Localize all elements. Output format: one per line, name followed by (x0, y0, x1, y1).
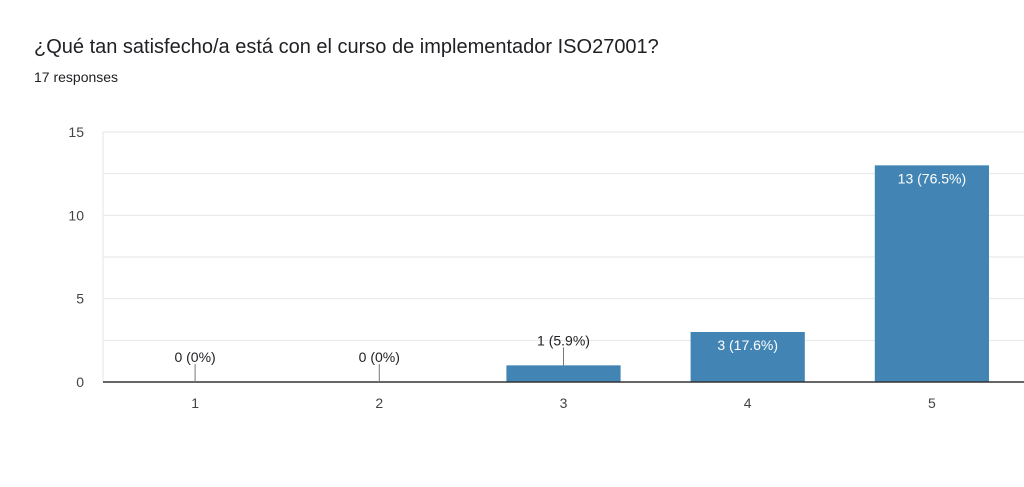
data-label: 13 (76.5%) (898, 170, 966, 186)
bar (506, 365, 621, 382)
x-tick-label: 1 (191, 395, 199, 411)
data-label: 1 (5.9%) (537, 332, 590, 348)
data-labels: 0 (0%) 0 (0%) 1 (5.9%) 3 (17.6%) 13 (76.5%) (174, 170, 966, 382)
y-tick-label: 5 (76, 291, 84, 307)
data-label: 0 (0%) (174, 349, 215, 365)
bar (874, 165, 990, 382)
y-tick-label: 10 (68, 207, 84, 223)
x-axis-ticks: 1 2 3 4 5 (191, 395, 936, 411)
x-tick-label: 2 (375, 395, 383, 411)
y-tick-label: 0 (76, 374, 84, 390)
bar (690, 332, 805, 382)
grid-lines (102, 131, 1024, 382)
response-count: 17 responses (34, 69, 119, 85)
x-tick-label: 5 (928, 395, 936, 411)
x-tick-label: 4 (744, 395, 752, 411)
data-label: 0 (0%) (359, 349, 400, 365)
data-label: 3 (17.6%) (717, 337, 778, 353)
chart-title: ¿Qué tan satisfecho/a está con el curso … (34, 36, 659, 58)
x-tick-label: 3 (560, 395, 568, 411)
bars (506, 165, 990, 382)
y-axis-ticks: 0 5 10 15 (68, 124, 84, 390)
y-tick-label: 15 (68, 124, 84, 140)
